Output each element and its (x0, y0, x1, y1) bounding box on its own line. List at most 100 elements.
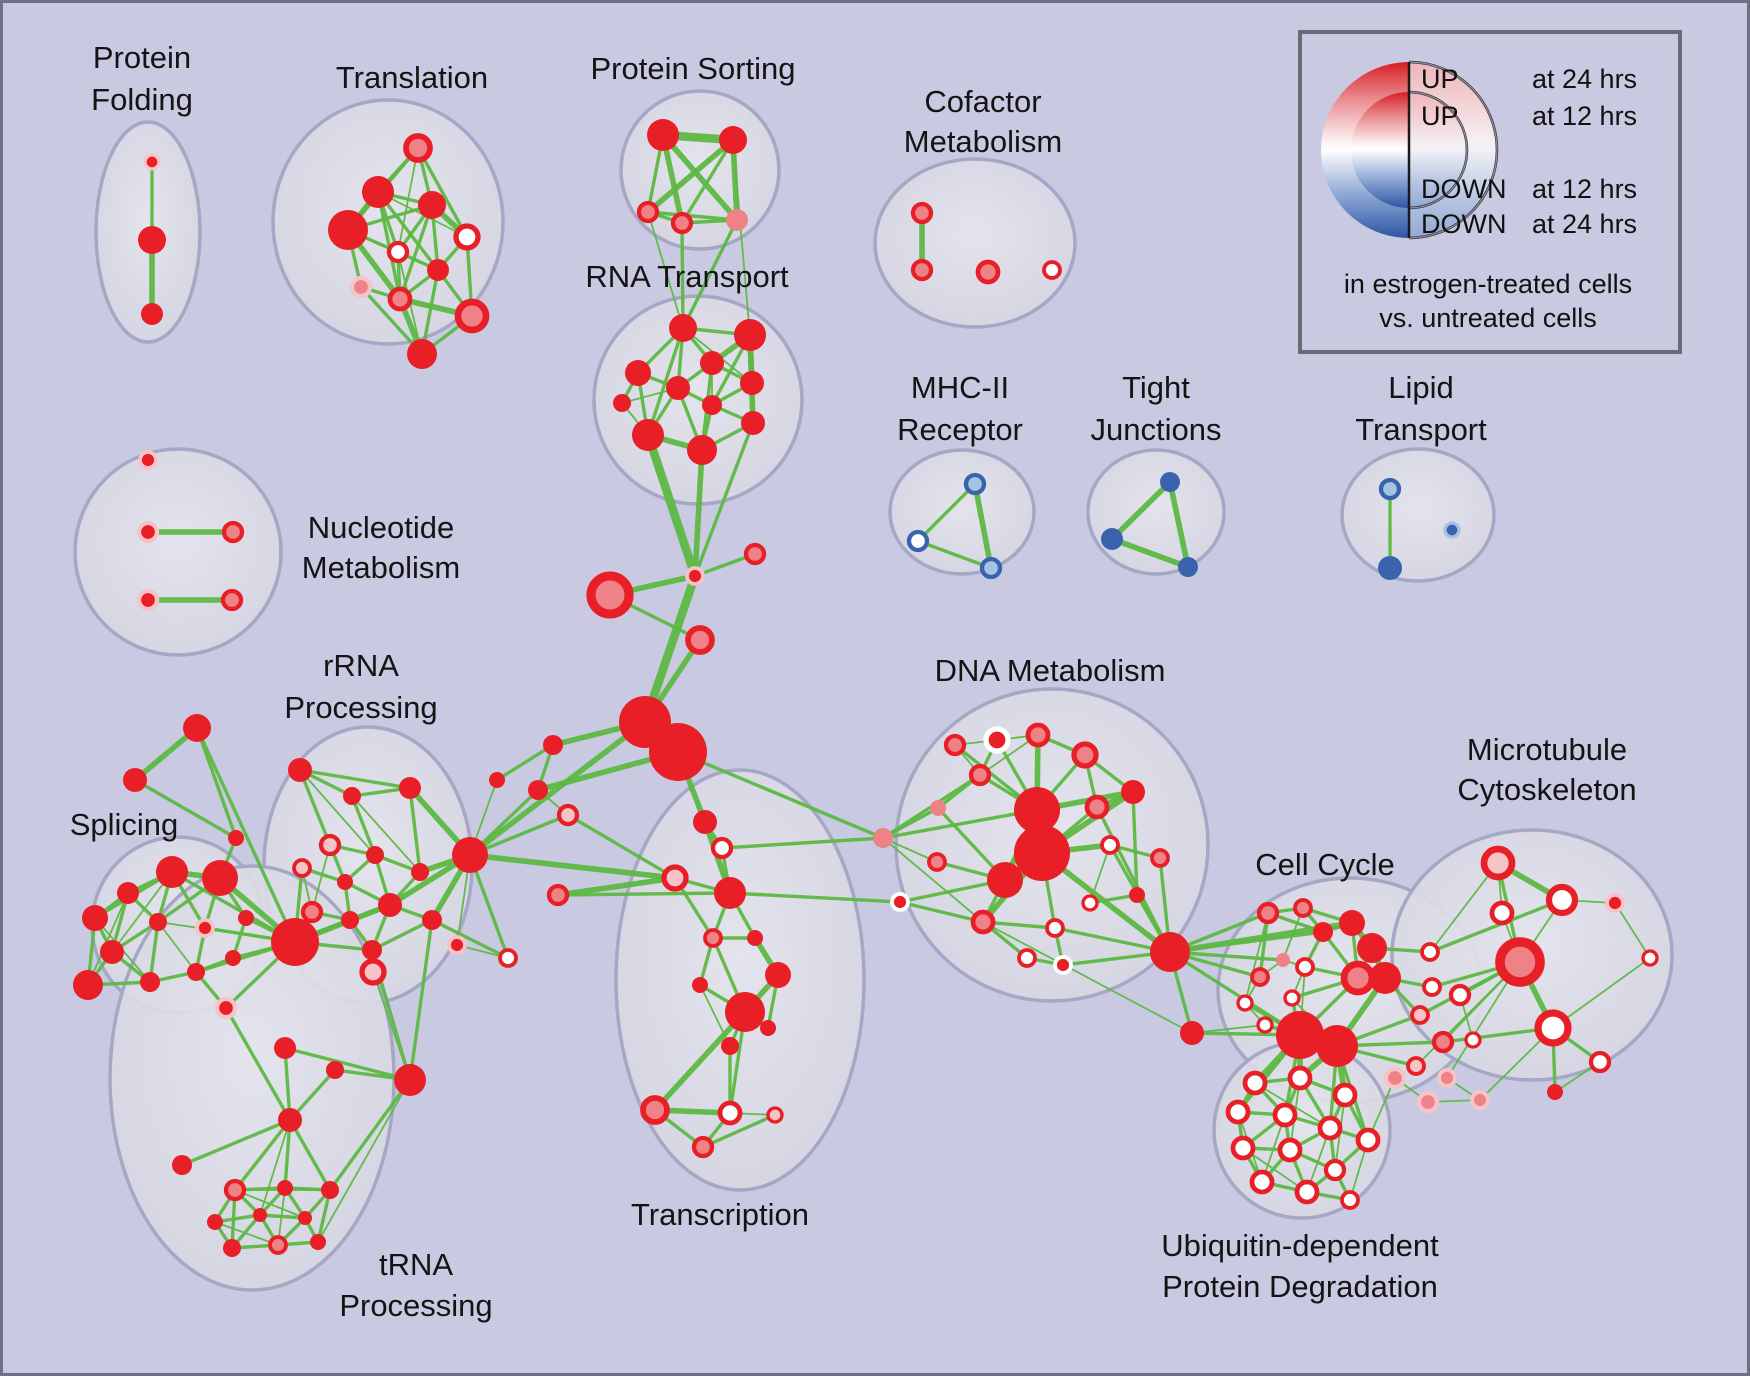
network-node (910, 201, 934, 225)
network-edge (233, 1118, 292, 1192)
network-edge (351, 795, 421, 873)
network-node (403, 133, 433, 163)
network-node (649, 723, 707, 781)
network-node (138, 450, 158, 470)
network-node (202, 860, 238, 896)
network-edge (680, 138, 735, 225)
network-node (1313, 922, 1333, 942)
network-node (1101, 528, 1123, 550)
network-node (489, 772, 505, 788)
network-edge (1109, 479, 1173, 542)
network-node (1383, 1066, 1407, 1090)
network-node (1178, 557, 1198, 577)
network-node (1641, 949, 1659, 967)
network-node (1045, 918, 1065, 938)
legend-time-down-24: at 24 hrs (1532, 209, 1637, 239)
network-node (702, 395, 722, 415)
network-node (1283, 989, 1301, 1007)
network-edge (692, 447, 705, 579)
network-node (292, 858, 312, 878)
cluster-label-tight-junctions: Tight (1122, 370, 1190, 405)
network-node (1276, 953, 1290, 967)
network-node (310, 1234, 326, 1250)
network-node (979, 556, 1003, 580)
network-edge (1429, 862, 1499, 953)
cluster-label-mhc-ii-receptor: MHC-II (911, 370, 1009, 405)
cluster-label-protein-folding: Folding (91, 82, 193, 117)
network-edge (898, 900, 985, 924)
network-node (968, 763, 992, 787)
network-node (1369, 962, 1401, 994)
network-edge (416, 146, 469, 239)
network-node (1437, 1068, 1457, 1088)
network-node (586, 571, 634, 619)
network-node (927, 852, 947, 872)
network-edge (328, 1078, 412, 1192)
network-edge (111, 871, 173, 953)
network-node (975, 259, 1001, 285)
network-node (970, 909, 996, 935)
network-node (187, 963, 205, 981)
network-edge (298, 768, 412, 790)
network-node (1180, 1021, 1204, 1045)
network-edge (430, 918, 510, 960)
network-node (1317, 1115, 1343, 1141)
legend-box: UP at 24 hrs UP at 12 hrs DOWN at 12 hrs… (1298, 30, 1682, 354)
network-node (288, 758, 312, 782)
network-node (394, 1064, 426, 1096)
network-node (298, 1211, 312, 1225)
network-node (930, 800, 946, 816)
network-edge (1109, 536, 1191, 570)
network-node (743, 542, 767, 566)
network-node (546, 883, 570, 907)
network-node (1225, 1099, 1251, 1125)
network-node (613, 394, 631, 412)
network-node (1323, 1158, 1347, 1182)
network-edge (408, 786, 422, 874)
network-node (362, 940, 382, 960)
network-node (528, 780, 548, 800)
network-node (1547, 1084, 1563, 1100)
network-node (760, 1020, 776, 1036)
network-edge (133, 778, 238, 840)
network-node (300, 900, 324, 924)
network-node (100, 940, 124, 964)
network-node (1480, 845, 1516, 881)
network-edge (1428, 898, 1564, 954)
cluster-label-cell-cycle: Cell Cycle (1255, 847, 1395, 882)
network-node (136, 588, 160, 612)
network-edge (556, 891, 732, 897)
cluster-label-trna-processing: tRNA (379, 1247, 453, 1282)
network-node (556, 803, 580, 827)
network-node (983, 726, 1011, 754)
cluster-label-cofactor-metabolism: Cofactor (924, 84, 1041, 119)
network-node (625, 360, 651, 386)
network-edge (398, 203, 434, 301)
network-node (1272, 1102, 1298, 1128)
cluster-label-rrna-processing: rRNA (323, 648, 399, 683)
network-node (220, 588, 244, 612)
network-node (1100, 835, 1120, 855)
cluster-label-protein-folding: Protein (93, 40, 191, 75)
network-edge (720, 836, 885, 850)
network-node (337, 874, 353, 890)
network-node (632, 419, 664, 451)
network-edge (916, 482, 977, 543)
network-edge (1167, 479, 1191, 570)
network-node (1042, 260, 1062, 280)
network-node (719, 126, 747, 154)
network-node (214, 996, 238, 1020)
cluster-label-dna-metabolism: DNA Metabolism (935, 653, 1166, 688)
network-edge (224, 1006, 292, 1122)
network-edge (195, 726, 238, 840)
network-node (453, 223, 481, 251)
network-node (721, 1037, 739, 1055)
network-edge (288, 1118, 332, 1192)
cluster-label-rrna-processing: Processing (284, 690, 437, 725)
network-node (1534, 1009, 1572, 1047)
network-node (422, 910, 442, 930)
network-node (1081, 894, 1099, 912)
network-node (349, 275, 373, 299)
